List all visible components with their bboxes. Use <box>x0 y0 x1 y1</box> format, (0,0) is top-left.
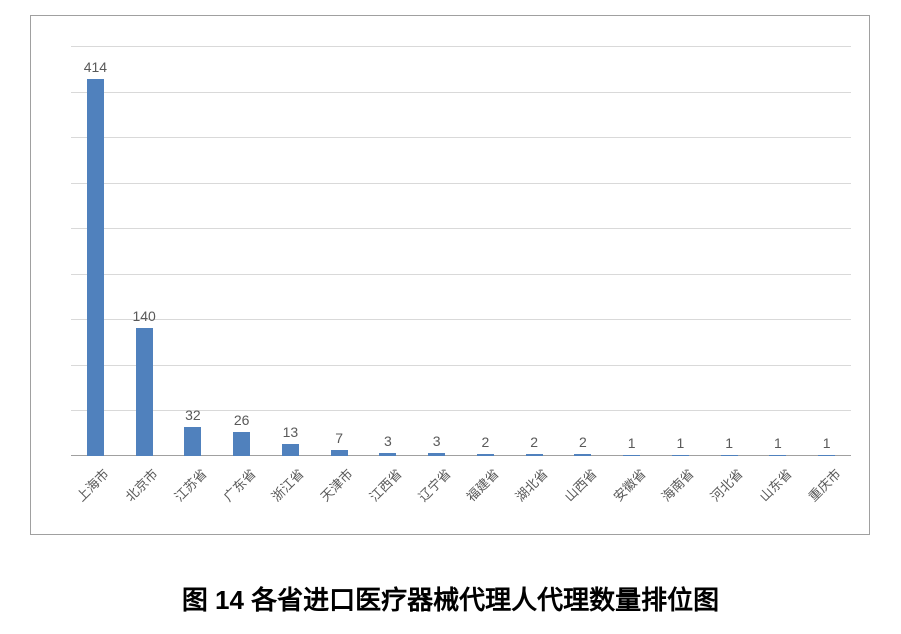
bar-value-label: 7 <box>315 430 363 446</box>
chart-caption: 图 14 各省进口医疗器械代理人代理数量排位图 <box>0 580 901 617</box>
bar-group: 1 <box>623 46 640 456</box>
bar <box>477 454 494 456</box>
bar <box>87 79 104 456</box>
bar-value-label: 3 <box>364 433 412 449</box>
bar-value-label: 1 <box>754 435 802 451</box>
bar-value-label: 13 <box>266 424 314 440</box>
bar <box>282 444 299 456</box>
bar-value-label: 140 <box>120 308 168 324</box>
bar-value-label: 2 <box>510 434 558 450</box>
plot-area: 41414032261373322211111 <box>71 46 851 456</box>
bar <box>428 453 445 456</box>
bar-group: 3 <box>428 46 445 456</box>
bar-group: 1 <box>672 46 689 456</box>
bar-value-label: 2 <box>559 434 607 450</box>
bar <box>818 455 835 456</box>
bar <box>721 455 738 456</box>
bar-group: 7 <box>331 46 348 456</box>
bar <box>769 455 786 456</box>
bar-group: 1 <box>769 46 786 456</box>
bar <box>331 450 348 456</box>
bar-group: 414 <box>87 46 104 456</box>
bar-value-label: 2 <box>461 434 509 450</box>
bar <box>574 454 591 456</box>
bars-group: 41414032261373322211111 <box>71 46 851 456</box>
bar-group: 3 <box>379 46 396 456</box>
bar <box>379 453 396 456</box>
bar <box>184 427 201 456</box>
bar-group: 13 <box>282 46 299 456</box>
chart-container: 41414032261373322211111 上海市北京市江苏省广东省浙江省天… <box>30 15 870 535</box>
bar-group: 1 <box>721 46 738 456</box>
bar-group: 26 <box>233 46 250 456</box>
bar-group: 2 <box>477 46 494 456</box>
bar-value-label: 1 <box>705 435 753 451</box>
bar-group: 140 <box>136 46 153 456</box>
bar-value-label: 26 <box>218 412 266 428</box>
bar-group: 2 <box>526 46 543 456</box>
bar-value-label: 414 <box>71 59 119 75</box>
bar <box>136 328 153 456</box>
bar <box>233 432 250 456</box>
bar-group: 2 <box>574 46 591 456</box>
bar <box>526 454 543 456</box>
bar-group: 32 <box>184 46 201 456</box>
bar-value-label: 1 <box>803 435 851 451</box>
bar-group: 1 <box>818 46 835 456</box>
bar-value-label: 32 <box>169 407 217 423</box>
bar <box>623 455 640 456</box>
bar-value-label: 1 <box>608 435 656 451</box>
bar-value-label: 3 <box>413 433 461 449</box>
bar-value-label: 1 <box>656 435 704 451</box>
bar <box>672 455 689 456</box>
x-axis-labels: 上海市北京市江苏省广东省浙江省天津市江西省辽宁省福建省湖北省山西省安徽省海南省河… <box>71 458 851 528</box>
